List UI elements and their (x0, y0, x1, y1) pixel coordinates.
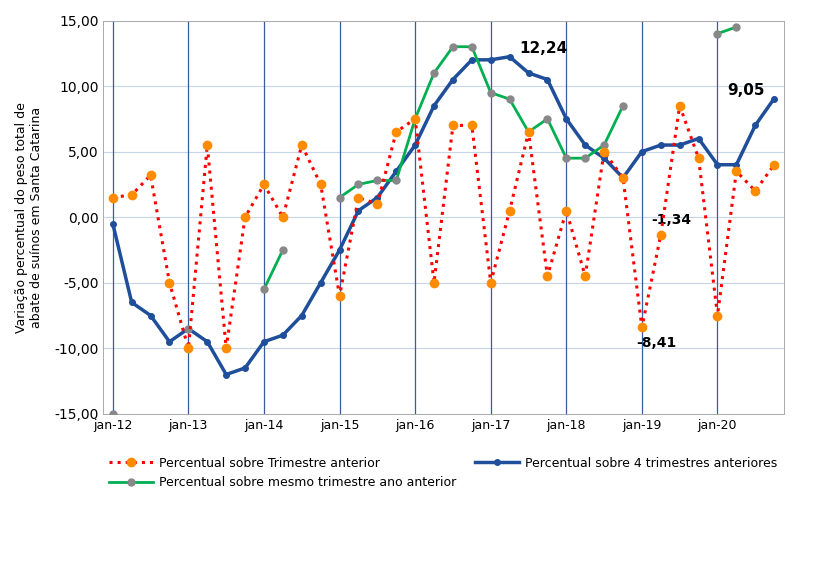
Percentual sobre Trimestre anterior (127, 191, 137, 198)
Line: Percentual sobre Trimestre anterior: Percentual sobre Trimestre anterior (108, 101, 777, 352)
Percentual sobre 4 trimestres anteriores (542, 76, 552, 83)
Percentual sobre 4 trimestres anteriores (165, 338, 174, 345)
Percentual sobre 4 trimestres anteriores (731, 162, 740, 168)
Percentual sobre Trimestre anterior (334, 292, 344, 299)
Percentual sobre 4 trimestres anteriores (712, 162, 722, 168)
Text: 12,24: 12,24 (518, 41, 567, 56)
Percentual sobre 4 trimestres anteriores (202, 338, 212, 345)
Percentual sobre Trimestre anterior (749, 187, 759, 194)
Percentual sobre 4 trimestres anteriores (580, 142, 590, 149)
Percentual sobre Trimestre anterior (655, 231, 665, 238)
Line: Percentual sobre 4 trimestres anteriores: Percentual sobre 4 trimestres anteriores (110, 54, 776, 377)
Percentual sobre 4 trimestres anteriores (504, 53, 514, 60)
Percentual sobre Trimestre anterior (712, 312, 722, 319)
Percentual sobre 4 trimestres anteriores (334, 247, 344, 253)
Percentual sobre Trimestre anterior (485, 279, 495, 286)
Text: -1,34: -1,34 (650, 213, 690, 227)
Percentual sobre Trimestre anterior (731, 168, 740, 175)
Percentual sobre 4 trimestres anteriores (315, 279, 325, 286)
Percentual sobre 4 trimestres anteriores (391, 168, 400, 175)
Percentual sobre Trimestre anterior (146, 172, 156, 178)
Percentual sobre 4 trimestres anteriores (599, 155, 609, 162)
Percentual sobre Trimestre anterior (466, 122, 476, 129)
Percentual sobre 4 trimestres anteriores (749, 122, 759, 129)
Percentual sobre 4 trimestres anteriores (693, 135, 703, 142)
Percentual sobre Trimestre anterior (221, 345, 231, 352)
Y-axis label: Variação percentual do peso total de
abate de suínos em Santa Catarina: Variação percentual do peso total de aba… (15, 102, 43, 333)
Percentual sobre Trimestre anterior (296, 142, 306, 149)
Percentual sobre 4 trimestres anteriores (259, 338, 269, 345)
Percentual sobre 4 trimestres anteriores (447, 76, 457, 83)
Percentual sobre 4 trimestres anteriores (240, 365, 250, 372)
Percentual sobre Trimestre anterior (561, 207, 571, 214)
Percentual sobre Trimestre anterior (391, 128, 400, 135)
Percentual sobre Trimestre anterior (202, 142, 212, 149)
Percentual sobre Trimestre anterior (674, 102, 684, 109)
Percentual sobre 4 trimestres anteriores (618, 175, 627, 181)
Percentual sobre Trimestre anterior (240, 214, 250, 221)
Percentual sobre Trimestre anterior (372, 200, 382, 207)
Percentual sobre Trimestre anterior (315, 181, 325, 188)
Percentual sobre 4 trimestres anteriores (636, 148, 646, 155)
Percentual sobre 4 trimestres anteriores (561, 115, 571, 122)
Percentual sobre Trimestre anterior (618, 175, 627, 181)
Percentual sobre Trimestre anterior (108, 194, 118, 201)
Text: -8,41: -8,41 (636, 336, 676, 350)
Percentual sobre Trimestre anterior (580, 273, 590, 280)
Percentual sobre Trimestre anterior (353, 194, 363, 201)
Percentual sobre 4 trimestres anteriores (523, 70, 533, 77)
Percentual sobre 4 trimestres anteriores (372, 194, 382, 201)
Percentual sobre 4 trimestres anteriores (466, 56, 476, 63)
Percentual sobre Trimestre anterior (504, 207, 514, 214)
Percentual sobre 4 trimestres anteriores (221, 371, 231, 378)
Percentual sobre Trimestre anterior (165, 279, 174, 286)
Percentual sobre Trimestre anterior (278, 214, 287, 221)
Percentual sobre Trimestre anterior (693, 155, 703, 162)
Percentual sobre 4 trimestres anteriores (768, 95, 778, 102)
Percentual sobre 4 trimestres anteriores (428, 102, 438, 109)
Percentual sobre 4 trimestres anteriores (655, 142, 665, 149)
Percentual sobre 4 trimestres anteriores (674, 142, 684, 149)
Percentual sobre 4 trimestres anteriores (146, 312, 156, 319)
Percentual sobre 4 trimestres anteriores (278, 332, 287, 338)
Percentual sobre Trimestre anterior (410, 115, 419, 122)
Text: 9,05: 9,05 (726, 83, 763, 97)
Legend: Percentual sobre Trimestre anterior, Percentual sobre mesmo trimestre ano anteri: Percentual sobre Trimestre anterior, Per… (104, 452, 781, 494)
Percentual sobre Trimestre anterior (768, 162, 778, 168)
Percentual sobre Trimestre anterior (183, 345, 193, 352)
Percentual sobre 4 trimestres anteriores (410, 142, 419, 149)
Percentual sobre Trimestre anterior (599, 148, 609, 155)
Percentual sobre Trimestre anterior (259, 181, 269, 188)
Percentual sobre Trimestre anterior (636, 324, 646, 331)
Percentual sobre Trimestre anterior (447, 122, 457, 129)
Percentual sobre Trimestre anterior (428, 279, 438, 286)
Percentual sobre 4 trimestres anteriores (108, 220, 118, 227)
Percentual sobre 4 trimestres anteriores (296, 312, 306, 319)
Percentual sobre 4 trimestres anteriores (183, 325, 193, 332)
Percentual sobre 4 trimestres anteriores (127, 299, 137, 306)
Percentual sobre 4 trimestres anteriores (485, 56, 495, 63)
Percentual sobre 4 trimestres anteriores (353, 207, 363, 214)
Percentual sobre Trimestre anterior (542, 273, 552, 280)
Percentual sobre Trimestre anterior (523, 128, 533, 135)
